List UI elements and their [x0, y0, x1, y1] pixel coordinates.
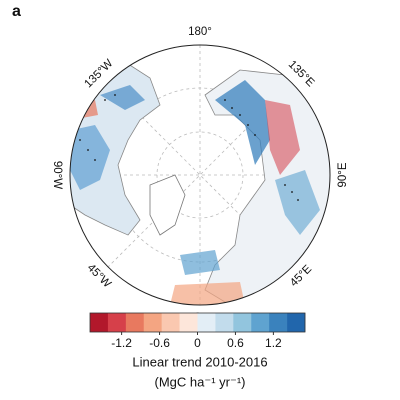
colorbar-bin [143, 313, 162, 332]
colorbar-bin [287, 313, 306, 332]
trend-patch [100, 85, 145, 110]
trend-patch [180, 250, 220, 275]
colorbar-tick-label: 1.2 [265, 336, 282, 350]
significance-dots [79, 94, 299, 201]
colorbar-tick-label: -0.6 [149, 336, 170, 350]
colorbar-bin [215, 313, 234, 332]
colorbar-tick-label: 0.6 [227, 336, 244, 350]
map [70, 45, 330, 305]
colorbar-bin [125, 313, 145, 332]
colorbar: -1.2 -0.6 0 0.6 1.2 [89, 312, 306, 350]
trend-patch [80, 100, 98, 118]
land-greenland [149, 174, 186, 236]
colorbar-bin [161, 313, 180, 332]
trend-patch [170, 282, 245, 305]
longitude-label: 90°E [337, 162, 349, 187]
colorbar-tick-label: -1.2 [111, 336, 132, 350]
colorbar-bin [233, 313, 252, 332]
trend-patch [275, 170, 320, 235]
colorbar-bin [179, 313, 198, 332]
trend-patch [70, 125, 110, 190]
colorbar-units: (MgC ha⁻¹ yr⁻¹) [155, 374, 246, 389]
colorbar-tick-label: 0 [194, 336, 201, 350]
trend-patch [265, 100, 300, 175]
colorbar-bin [269, 313, 288, 332]
colorbar-bin [197, 313, 216, 332]
colorbar-bin [107, 313, 127, 332]
trend-patch [215, 80, 270, 165]
colorbar-title: Linear trend 2010-2016 [132, 354, 267, 369]
longitude-label: 90°W [51, 161, 63, 189]
panel-label: a [12, 3, 21, 20]
longitude-label: 180° [188, 26, 212, 38]
colorbar-bin [90, 313, 109, 332]
map-boundary [69, 44, 331, 306]
colorbar-bin [251, 313, 270, 332]
